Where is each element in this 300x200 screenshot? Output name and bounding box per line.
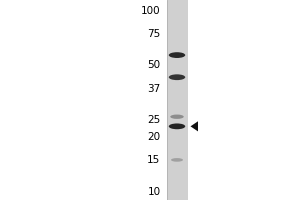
- Text: 75: 75: [147, 29, 161, 39]
- Text: 25: 25: [147, 115, 161, 125]
- Ellipse shape: [169, 123, 185, 129]
- Ellipse shape: [169, 74, 185, 80]
- Bar: [167, 0, 188, 200]
- Ellipse shape: [171, 158, 183, 162]
- Text: 50: 50: [147, 60, 161, 70]
- Text: 15: 15: [147, 155, 161, 165]
- Ellipse shape: [169, 52, 185, 58]
- Text: 10: 10: [147, 187, 161, 197]
- Text: 20: 20: [147, 132, 161, 142]
- Text: 100: 100: [141, 6, 161, 16]
- Ellipse shape: [170, 115, 184, 119]
- Polygon shape: [190, 121, 198, 131]
- Text: 37: 37: [147, 84, 161, 94]
